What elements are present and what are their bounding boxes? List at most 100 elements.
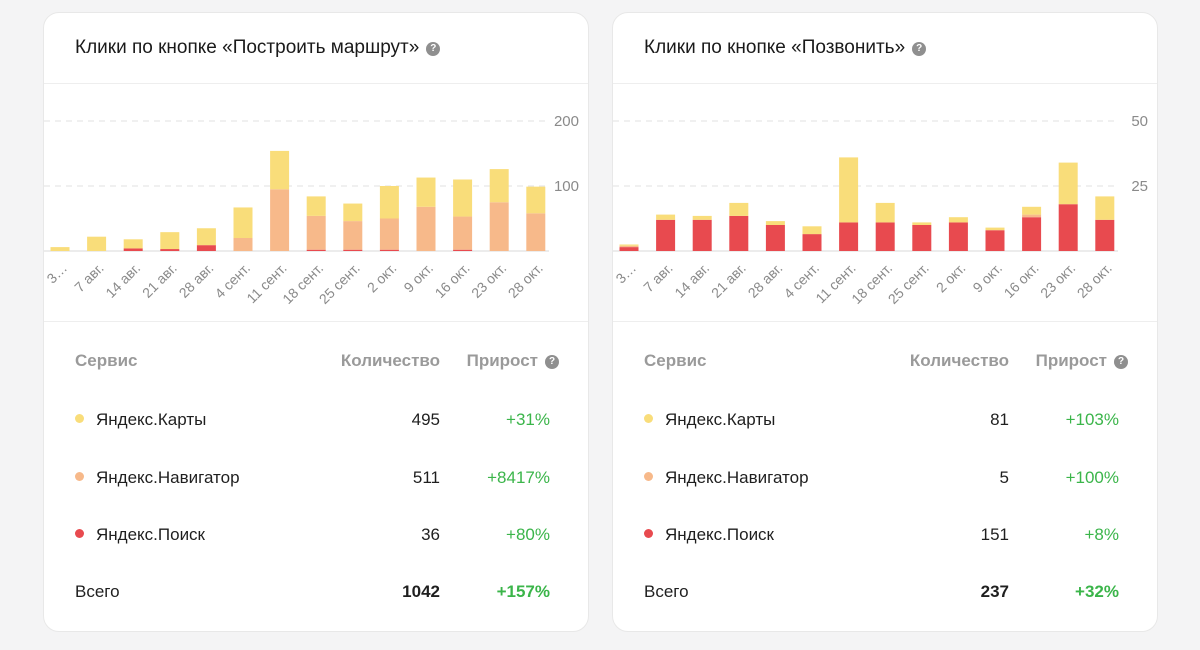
bar-segment[interactable]	[875, 222, 895, 251]
bar-segment[interactable]	[912, 225, 932, 251]
bar-segment[interactable]	[196, 245, 216, 251]
header-count: Количество	[340, 351, 440, 370]
bar-segment[interactable]	[619, 245, 639, 248]
x-tick-label: 16 окт.	[432, 260, 473, 301]
bar-segment[interactable]	[489, 169, 509, 203]
question-icon[interactable]: ?	[1114, 355, 1128, 369]
bar-segment[interactable]	[160, 249, 180, 251]
question-icon[interactable]: ?	[426, 42, 441, 56]
y-tick-label: 200	[554, 113, 579, 130]
bar-segment[interactable]	[802, 226, 822, 235]
bar-segment[interactable]	[270, 189, 290, 251]
bar-segment[interactable]	[802, 234, 822, 251]
service-label: Яндекс.Навигатор	[96, 468, 240, 487]
y-tick-label: 25	[1131, 178, 1148, 195]
maps-dot-icon	[644, 414, 653, 423]
bar-segment[interactable]	[343, 249, 363, 251]
card-title-text: Клики по кнопке «Построить маршрут»	[75, 37, 420, 58]
bar-segment[interactable]	[839, 222, 859, 251]
service-name: Яндекс.Поиск	[644, 525, 774, 545]
bar-segment[interactable]	[196, 228, 216, 246]
bar-segment[interactable]	[123, 248, 143, 251]
total-count: 1042	[402, 582, 440, 601]
bar-segment[interactable]	[1095, 196, 1115, 220]
bar-segment[interactable]	[1022, 206, 1042, 215]
bar-segment[interactable]	[123, 239, 143, 249]
bar-segment[interactable]	[416, 177, 436, 207]
bar-segment[interactable]	[692, 219, 712, 251]
bar-segment[interactable]	[1022, 217, 1042, 251]
bar-segment[interactable]	[526, 213, 546, 251]
bar-segment[interactable]	[87, 236, 107, 251]
bar-segment[interactable]	[233, 207, 253, 238]
question-icon[interactable]: ?	[545, 355, 559, 369]
bar-segment[interactable]	[379, 218, 399, 250]
bar-segment[interactable]	[729, 202, 749, 216]
bar-segment[interactable]	[912, 222, 932, 225]
bar-segment[interactable]	[875, 202, 895, 223]
bar-segment[interactable]	[453, 179, 473, 217]
service-name: Яндекс.Навигатор	[644, 468, 809, 488]
bar-segment[interactable]	[1095, 219, 1115, 251]
total-growth: +157%	[496, 582, 550, 601]
table-header: Сервис Количество Прирост?	[75, 351, 559, 375]
bar-segment[interactable]	[306, 196, 326, 216]
bar-segment[interactable]	[656, 214, 676, 220]
service-name: Яндекс.Карты	[75, 410, 206, 430]
x-tick-label: 21 авг.	[139, 260, 180, 301]
bar-segment[interactable]	[1058, 162, 1078, 205]
table-row: Яндекс.Поиск 151 +8%	[644, 525, 1128, 549]
service-label: Яндекс.Карты	[96, 410, 207, 429]
navigator-dot-icon	[644, 472, 653, 481]
total-growth: +32%	[1075, 582, 1119, 601]
bar-segment[interactable]	[416, 206, 436, 251]
question-icon[interactable]: ?	[912, 42, 927, 56]
y-tick-label: 50	[1131, 113, 1148, 130]
bar-segment[interactable]	[656, 219, 676, 251]
bar-segment[interactable]	[765, 225, 785, 251]
bar-segment[interactable]	[985, 227, 1005, 231]
bar-segment[interactable]	[948, 222, 968, 251]
bar-segment[interactable]	[233, 238, 253, 251]
bar-segment[interactable]	[379, 186, 399, 219]
bar-segment[interactable]	[1022, 214, 1042, 218]
bar-segment[interactable]	[1058, 204, 1078, 251]
bar-segment[interactable]	[526, 186, 546, 214]
bar-segment[interactable]	[160, 232, 180, 250]
x-tick-label: 2 окт.	[364, 260, 400, 296]
bar-segment[interactable]	[839, 157, 859, 223]
card-title: Клики по кнопке «Построить маршрут»?	[75, 37, 441, 59]
bar-segment[interactable]	[729, 215, 749, 251]
bar-segment[interactable]	[379, 249, 399, 251]
bar-segment[interactable]	[453, 249, 473, 251]
bar-segment[interactable]	[619, 244, 639, 246]
card-title-text: Клики по кнопке «Позвонить»	[644, 37, 906, 58]
table-row: Яндекс.Карты 495 +31%	[75, 410, 559, 434]
bar-segment[interactable]	[343, 203, 363, 222]
header-growth-label: Прирост	[1035, 351, 1107, 370]
table-row: Яндекс.Навигатор 511 +8417%	[75, 468, 559, 492]
bar-segment[interactable]	[692, 215, 712, 220]
service-growth: +8417%	[487, 468, 550, 487]
header-service: Сервис	[75, 351, 138, 370]
bar-segment[interactable]	[948, 217, 968, 223]
bar-segment[interactable]	[985, 230, 1005, 251]
service-label: Яндекс.Поиск	[96, 525, 205, 544]
bar-segment[interactable]	[343, 221, 363, 250]
bar-segment[interactable]	[619, 247, 639, 251]
service-name: Яндекс.Карты	[644, 410, 775, 430]
bar-segment[interactable]	[306, 249, 326, 251]
service-growth: +80%	[506, 525, 550, 544]
service-count: 511	[412, 468, 440, 487]
bar-segment[interactable]	[489, 202, 509, 251]
total-count: 237	[980, 582, 1009, 601]
bar-segment[interactable]	[306, 215, 326, 250]
x-tick-label: 25 сент.	[885, 260, 932, 307]
bar-segment[interactable]	[50, 247, 70, 251]
bar-segment[interactable]	[270, 150, 290, 190]
service-name: Яндекс.Навигатор	[75, 468, 240, 488]
bar-segment[interactable]	[453, 216, 473, 250]
header-count: Количество	[909, 351, 1009, 370]
bar-segment[interactable]	[765, 221, 785, 225]
x-tick-label: 2 окт.	[933, 260, 969, 296]
